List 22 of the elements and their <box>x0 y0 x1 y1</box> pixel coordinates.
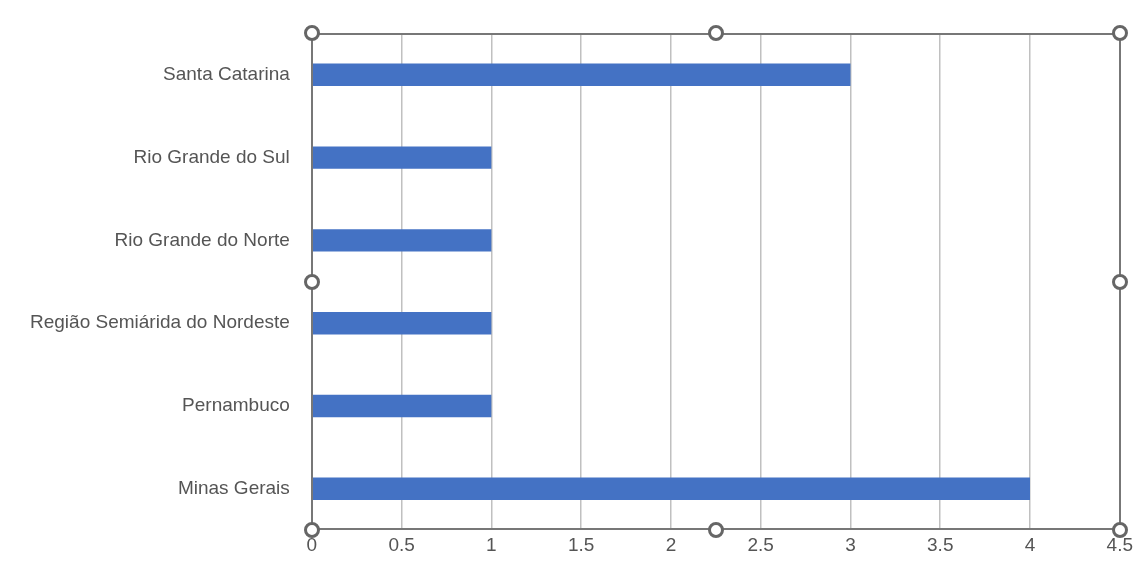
bar <box>312 477 1031 500</box>
y-tick-label: Rio Grande do Norte <box>114 228 290 250</box>
bar <box>312 229 492 252</box>
bar <box>312 146 492 169</box>
x-tick-label: 0 <box>306 533 318 555</box>
bar <box>312 394 492 418</box>
x-tick-label: 4 <box>1024 533 1036 555</box>
y-tick-label: Pernambuco <box>182 394 290 416</box>
bar <box>312 63 851 86</box>
x-tick-label: 3 <box>845 533 856 555</box>
x-tick-label: 3.5 <box>927 533 954 555</box>
x-tick-label: 4.5 <box>1106 533 1133 555</box>
x-tick-label: 1 <box>486 533 497 555</box>
y-tick-label: Rio Grande do Sul <box>133 145 290 167</box>
y-tick-label: Santa Catarina <box>163 63 291 85</box>
y-tick-label: Minas Gerais <box>177 477 290 499</box>
y-tick-label: Região Semiárida do Nordeste <box>30 311 290 333</box>
x-tick-label: 2.5 <box>747 533 774 555</box>
bar <box>312 312 492 335</box>
x-tick-label: 2 <box>665 533 677 555</box>
x-tick-label: 1.5 <box>567 533 595 555</box>
x-tick-label: 0.5 <box>388 533 415 555</box>
